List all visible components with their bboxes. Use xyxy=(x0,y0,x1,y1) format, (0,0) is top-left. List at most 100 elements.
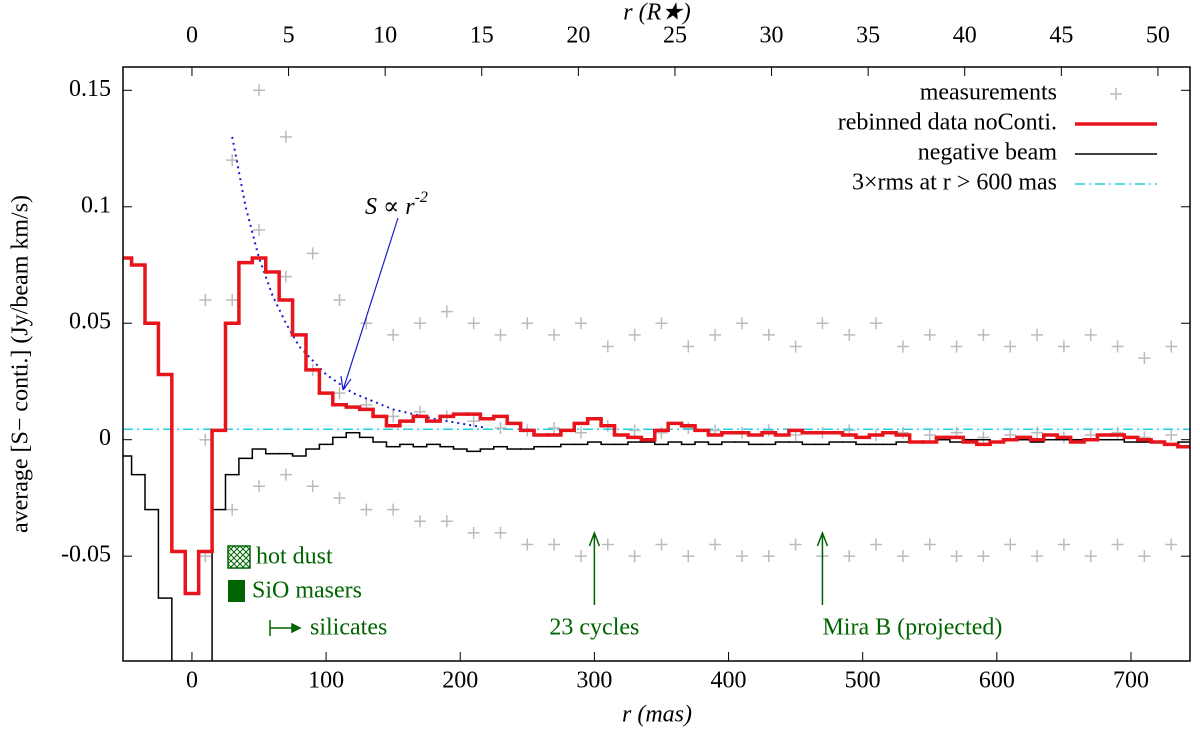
measurement-point xyxy=(387,328,400,341)
measurement-point xyxy=(467,317,480,330)
measurement-point xyxy=(226,503,239,516)
x2-axis-label: r (R★) xyxy=(623,0,691,26)
measurement-point xyxy=(521,538,534,551)
measurement-point xyxy=(735,317,748,330)
measurement-point xyxy=(870,538,883,551)
measurement-point xyxy=(896,340,909,353)
measurement-point xyxy=(440,515,453,528)
hot-dust-box xyxy=(227,545,251,569)
silicates-arrow xyxy=(269,620,302,636)
measurement-point xyxy=(1057,340,1070,353)
measurement-point xyxy=(279,270,292,283)
measurement-point xyxy=(226,293,239,306)
measurement-point xyxy=(628,328,641,341)
x2-tick-label: 10 xyxy=(373,23,397,49)
measurement-point xyxy=(199,433,212,446)
y-axis-label: average [S− conti.] (Jy/beam km/s) xyxy=(8,195,34,533)
x-axis-label: r (mas) xyxy=(622,702,692,728)
measurement-point xyxy=(279,130,292,143)
measurement-point xyxy=(709,538,722,551)
measurement-point xyxy=(870,317,883,330)
fit-label-text: S ∝ r xyxy=(365,194,415,220)
measurement-point xyxy=(333,293,346,306)
measurement-point xyxy=(843,550,856,563)
measurement-point xyxy=(950,340,963,353)
measurement-point xyxy=(199,293,212,306)
measurement-point xyxy=(1111,340,1124,353)
sio-box xyxy=(228,580,245,602)
x2-tick-label: 0 xyxy=(186,23,198,49)
region-label: silicates xyxy=(310,615,387,641)
y-tick-label: 0 xyxy=(99,425,111,451)
x-tick-label: 100 xyxy=(308,668,344,694)
measurement-point xyxy=(977,431,990,444)
y-tick-label: 0.15 xyxy=(69,76,111,102)
y-tick-label: 0.1 xyxy=(81,192,111,218)
measurement-point xyxy=(306,247,319,260)
measurement-point xyxy=(253,480,266,493)
annotation-arrow xyxy=(588,530,601,605)
measurement-point xyxy=(1165,429,1178,442)
measurement-point xyxy=(279,468,292,481)
measurement-point xyxy=(1165,340,1178,353)
measurement-point xyxy=(333,387,346,400)
measurement-point xyxy=(628,550,641,563)
measurement-point xyxy=(1165,538,1178,551)
measurement-point xyxy=(843,328,856,341)
measurement-point xyxy=(467,526,480,539)
measurement-point xyxy=(923,328,936,341)
measurement-point xyxy=(709,328,722,341)
x2-tick-label: 40 xyxy=(953,23,977,49)
measurement-point xyxy=(387,410,400,423)
x-tick-label: 600 xyxy=(979,668,1015,694)
x2-tick-label: 30 xyxy=(760,23,784,49)
x-tick-label: 400 xyxy=(711,668,747,694)
region-label: SiO masers xyxy=(252,578,362,604)
legend-label: negative beam xyxy=(918,140,1058,166)
legend-label: measurements xyxy=(920,80,1057,106)
measurement-point xyxy=(1057,538,1070,551)
plot-area xyxy=(123,84,1190,661)
measurement-point xyxy=(601,538,614,551)
x2-tick-label: 35 xyxy=(856,23,880,49)
measurement-point xyxy=(977,328,990,341)
measurement-point xyxy=(574,317,587,330)
measurement-point xyxy=(548,328,561,341)
measurement-point xyxy=(816,317,829,330)
fit-label-exp: -2 xyxy=(415,189,428,206)
measurement-point xyxy=(360,503,373,516)
measurement-point xyxy=(923,429,936,442)
measurement-point xyxy=(253,224,266,237)
measurement-point xyxy=(253,84,266,97)
measurement-point xyxy=(601,340,614,353)
region-label: hot dust xyxy=(256,544,333,570)
x2-tick-label: 45 xyxy=(1049,23,1073,49)
annotation-label: Mira B (projected) xyxy=(822,615,1002,641)
measurement-point xyxy=(414,317,426,330)
annotation-arrow xyxy=(816,530,829,605)
measurement-point xyxy=(682,550,695,563)
measurement-point xyxy=(628,424,641,437)
fit-arrow xyxy=(340,217,399,391)
measurement-point xyxy=(762,328,775,341)
measurement-point xyxy=(306,480,319,493)
measurement-point xyxy=(494,526,507,539)
measurement-point xyxy=(226,154,239,167)
legend-label: rebinned data noConti. xyxy=(838,110,1057,136)
annotation-label: 23 cycles xyxy=(549,615,639,641)
x2-tick-label: 20 xyxy=(566,23,590,49)
measurement-point xyxy=(923,538,936,551)
measurement-point xyxy=(1138,550,1151,563)
measurement-point xyxy=(1084,550,1097,563)
x-tick-label: 300 xyxy=(576,668,612,694)
measurement-point xyxy=(682,340,695,353)
measurement-point xyxy=(467,415,480,428)
measurement-point xyxy=(1004,538,1017,551)
measurement-point xyxy=(762,550,775,563)
measurement-point xyxy=(574,550,587,563)
measurement-point xyxy=(494,422,507,435)
y-tick-label: 0.05 xyxy=(69,309,111,335)
measurement-point xyxy=(789,340,802,353)
measurement-point xyxy=(762,424,775,437)
